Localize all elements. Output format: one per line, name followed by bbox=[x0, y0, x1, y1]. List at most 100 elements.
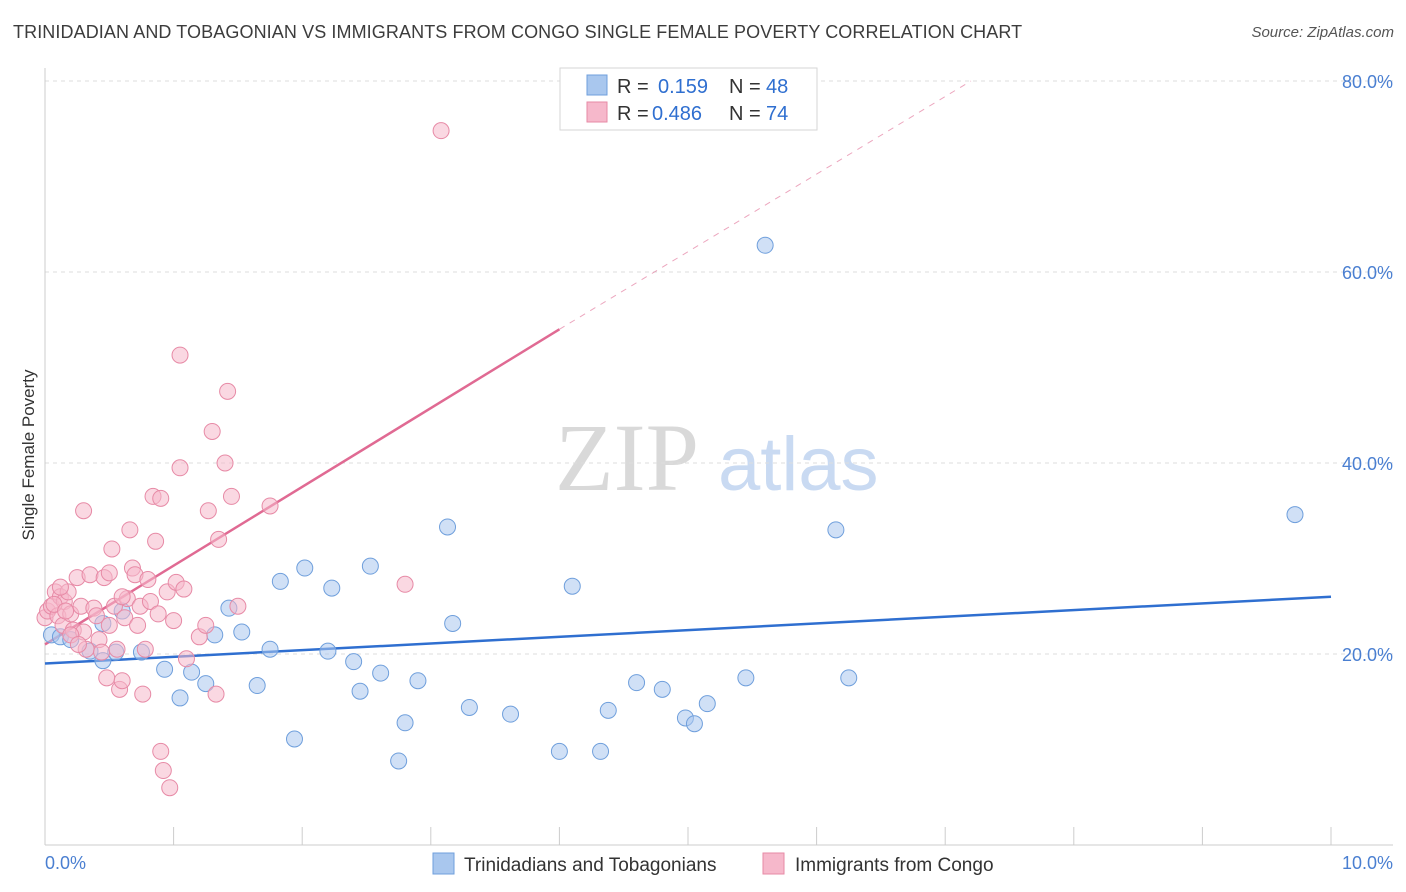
series-legend-swatch-blue bbox=[432, 852, 455, 875]
legend-r-value-1: 0.159 bbox=[658, 76, 708, 98]
trend-extension-pink bbox=[559, 80, 972, 330]
point-blue bbox=[439, 518, 457, 536]
point-blue bbox=[285, 730, 303, 748]
x-tick-label: 10.0% bbox=[1342, 853, 1393, 873]
point-pink bbox=[113, 588, 131, 606]
point-pink bbox=[261, 497, 279, 515]
watermark-atlas: atlas bbox=[718, 422, 879, 507]
point-pink bbox=[93, 643, 111, 661]
point-blue bbox=[685, 715, 703, 733]
point-pink bbox=[121, 521, 139, 539]
legend-swatch-pink bbox=[586, 101, 608, 123]
point-pink bbox=[210, 530, 228, 548]
x-tick-label: 0.0% bbox=[45, 853, 86, 873]
legend-n-value-1: 48 bbox=[766, 76, 788, 98]
point-blue bbox=[396, 714, 414, 732]
point-blue bbox=[444, 614, 462, 632]
y-tick-label: 40.0% bbox=[1342, 454, 1393, 474]
correlation-legend: R = 0.159 N = 48 R = 0.486 N = 74 bbox=[559, 67, 818, 131]
point-blue bbox=[361, 557, 379, 575]
point-blue bbox=[460, 698, 478, 716]
point-blue bbox=[156, 660, 174, 678]
legend-r-label-2: R = bbox=[617, 103, 649, 125]
point-blue bbox=[372, 664, 390, 682]
point-blue bbox=[653, 680, 671, 698]
point-pink bbox=[69, 635, 87, 653]
point-pink bbox=[199, 502, 217, 520]
point-blue bbox=[323, 579, 341, 597]
point-blue bbox=[563, 577, 581, 595]
point-blue bbox=[409, 672, 427, 690]
tick-labels: 20.0% 40.0% 60.0% 80.0% 0.0% 10.0% bbox=[45, 72, 1393, 873]
point-blue bbox=[756, 236, 774, 254]
point-blue bbox=[599, 701, 617, 719]
point-pink bbox=[139, 571, 157, 589]
point-blue bbox=[351, 682, 369, 700]
point-blue bbox=[737, 669, 755, 687]
point-pink bbox=[75, 502, 93, 520]
point-pink bbox=[216, 454, 234, 472]
point-blue bbox=[248, 677, 266, 695]
point-pink bbox=[129, 616, 147, 634]
point-pink bbox=[98, 669, 116, 687]
point-blue bbox=[197, 675, 215, 693]
point-blue bbox=[840, 669, 858, 687]
gridlines bbox=[45, 80, 1393, 655]
legend-n-label-1: N = bbox=[729, 76, 761, 98]
point-blue bbox=[698, 695, 716, 713]
point-pink bbox=[161, 779, 179, 797]
point-pink bbox=[222, 487, 240, 505]
point-blue bbox=[390, 752, 408, 770]
point-blue bbox=[345, 653, 363, 671]
point-pink bbox=[229, 597, 247, 615]
point-pink bbox=[113, 672, 131, 690]
point-pink bbox=[57, 602, 75, 620]
point-pink bbox=[116, 609, 134, 627]
point-blue bbox=[319, 642, 337, 660]
point-pink bbox=[165, 612, 183, 630]
point-pink bbox=[177, 650, 195, 668]
point-pink bbox=[87, 607, 105, 625]
point-pink bbox=[108, 640, 126, 658]
point-blue bbox=[550, 742, 568, 760]
legend-n-value-2: 74 bbox=[766, 103, 788, 125]
point-pink bbox=[207, 685, 225, 703]
point-pink bbox=[103, 540, 121, 558]
legend-n-label-2: N = bbox=[729, 103, 761, 125]
point-blue bbox=[296, 559, 314, 577]
series-legend: Trinidadians and Tobagonians Immigrants … bbox=[432, 852, 994, 876]
series-legend-label-1: Trinidadians and Tobagonians bbox=[464, 855, 716, 876]
trend-line-blue bbox=[44, 595, 1332, 665]
y-tick-label: 20.0% bbox=[1342, 645, 1393, 665]
point-blue bbox=[261, 640, 279, 658]
source-label: Source: ZipAtlas.com bbox=[1251, 24, 1394, 41]
series-legend-swatch-pink bbox=[762, 852, 785, 875]
axes bbox=[44, 68, 1393, 846]
trend-lines bbox=[44, 80, 1332, 665]
point-pink bbox=[396, 575, 414, 593]
point-blue bbox=[628, 674, 646, 692]
point-blue bbox=[827, 521, 845, 539]
watermark: ZIP atlas bbox=[555, 404, 879, 511]
point-pink bbox=[149, 605, 167, 623]
point-pink bbox=[175, 580, 193, 598]
watermark-zip: ZIP bbox=[555, 404, 699, 511]
point-blue bbox=[1286, 506, 1304, 524]
point-pink bbox=[100, 616, 118, 634]
point-pink bbox=[152, 489, 170, 507]
y-tick-label: 80.0% bbox=[1342, 72, 1393, 92]
y-tick-label: 60.0% bbox=[1342, 263, 1393, 283]
y-axis-title: Single Female Poverty bbox=[19, 369, 38, 541]
point-blue bbox=[502, 705, 520, 723]
point-pink bbox=[147, 532, 165, 550]
point-pink bbox=[51, 578, 69, 596]
point-pink bbox=[432, 122, 450, 140]
point-blue bbox=[233, 623, 251, 641]
point-pink bbox=[152, 742, 170, 760]
point-blue bbox=[271, 572, 289, 590]
point-blue bbox=[592, 742, 610, 760]
point-pink bbox=[141, 592, 159, 610]
legend-r-value-2: 0.486 bbox=[652, 103, 702, 125]
point-pink bbox=[219, 382, 237, 400]
